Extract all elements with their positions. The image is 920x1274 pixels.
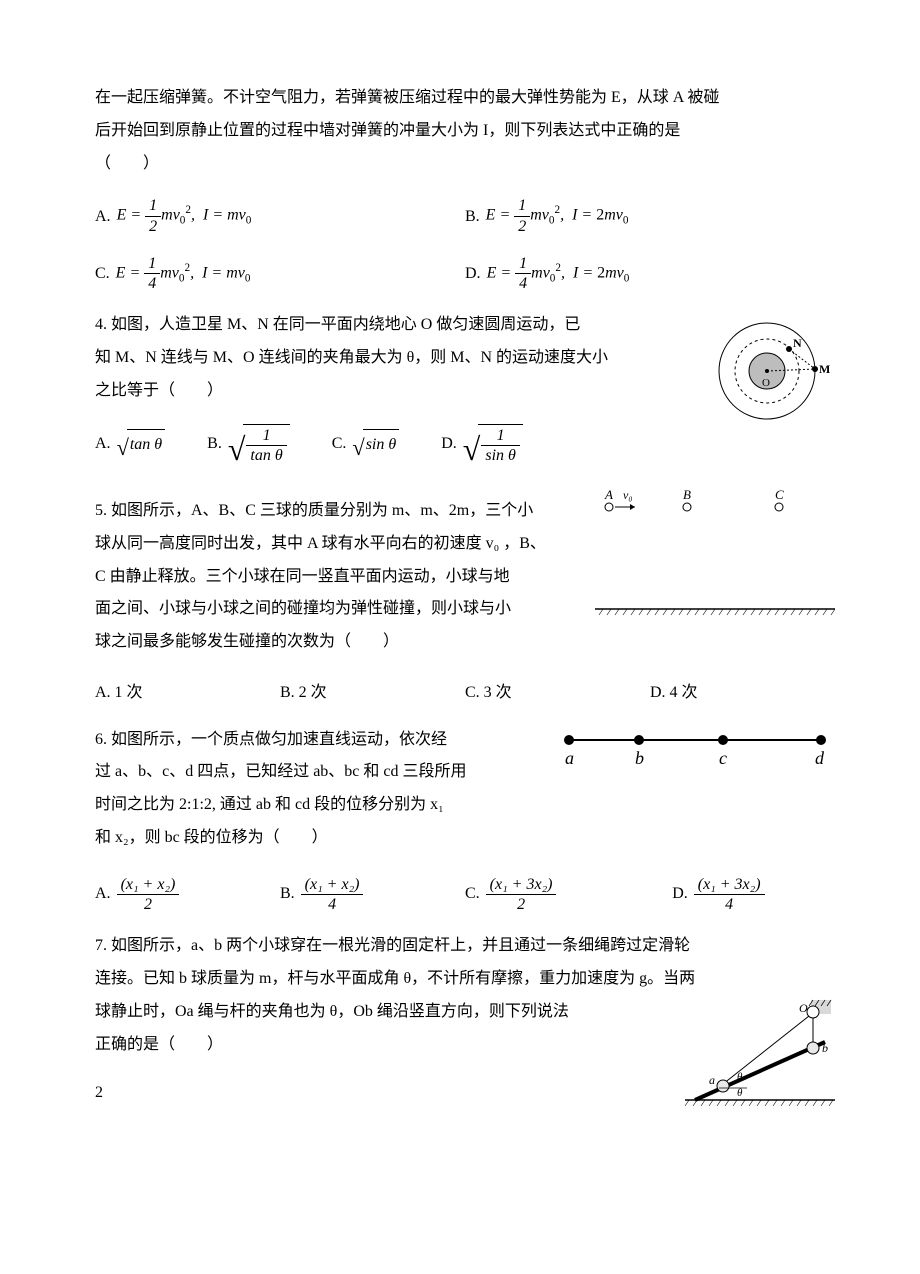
fig-N: N	[793, 336, 802, 350]
q5-optB: B. 2 次	[280, 679, 465, 708]
fig6-d: d	[815, 748, 825, 768]
q3-optC-expr: E = 14mv02, I = mv0	[116, 254, 251, 293]
q4-choices: A. √tan θ B. √1tan θ C. √sin θ D. √1sin …	[95, 424, 695, 465]
q7-stem-line1: 7. 如图所示，a、b 两个小球穿在一根光滑的固定杆上，并且通过一条细绳跨过定滑…	[95, 932, 835, 961]
fig5-C: C	[775, 487, 784, 502]
q6-optA: A. (x₁ + x₂)2	[95, 875, 280, 914]
fig5-v0: v₀	[623, 488, 633, 502]
q6-stem-line4: 和 x₂，则 bc 段的位移为（ ）	[95, 824, 835, 853]
q6-stem-line3: 时间之比为 2:1:2, 通过 ab 和 cd 段的位移分别为 x₁	[95, 791, 835, 820]
q7-stem-line2: 连接。已知 b 球质量为 m，杆与水平面成角 θ，不计所有摩擦，重力加速度为 g…	[95, 965, 835, 994]
q3-choices-row2: C. E = 14mv02, I = mv0 D. E = 14mv02, I …	[95, 254, 835, 293]
q6-optB: B. (x₁ + x₂)4	[280, 875, 465, 914]
q3-optD-expr: E = 14mv02, I = 2mv0	[487, 254, 630, 293]
fig7-b: b	[822, 1041, 828, 1055]
q6-label-D: D.	[672, 880, 688, 909]
fig6-c: c	[719, 748, 727, 768]
q5-optA: A. 1 次	[95, 679, 280, 708]
q4-label-C: C.	[332, 430, 347, 459]
q6-optC: C. (x₁ + 3x₂)2	[465, 875, 672, 914]
q3-label-A: A.	[95, 203, 111, 236]
q4-optC: C. √sin θ	[332, 424, 400, 465]
fig6-a: a	[565, 748, 574, 768]
fig5-B: B	[683, 487, 691, 502]
q4-label-B: B.	[207, 430, 222, 459]
q4-optD: D. √1sin θ	[441, 424, 523, 465]
balls-diagram-icon: A v₀ B C	[595, 483, 835, 623]
pulley-rod-icon: O b a θ θ	[685, 998, 835, 1108]
q5-choices: A. 1 次 B. 2 次 C. 3 次 D. 4 次	[95, 679, 835, 708]
fig7-O: O	[799, 1001, 808, 1015]
fig7-theta2: θ	[737, 1087, 743, 1099]
q3-choices-row1: A. E = 12mv02, I = mv0 B. E = 12mv02, I …	[95, 196, 835, 235]
q6-figure: a b c d	[555, 726, 835, 787]
fig-M: M	[819, 362, 830, 376]
q5-optD: D. 4 次	[650, 679, 835, 708]
q4-optA: A. √tan θ	[95, 424, 165, 465]
q6-label-C: C.	[465, 880, 480, 909]
q3-optA: A. E = 12mv02, I = mv0	[95, 196, 465, 235]
q6-choices: A. (x₁ + x₂)2 B. (x₁ + x₂)4 C. (x₁ + 3x₂…	[95, 875, 835, 914]
q3-optC: C. E = 14mv02, I = mv0	[95, 254, 465, 293]
fig-O: O	[762, 377, 770, 389]
q6-label-B: B.	[280, 880, 295, 909]
q7-figure: O b a θ θ	[685, 998, 835, 1119]
q4-optB: B. √1tan θ	[207, 424, 290, 465]
q3-stem-line2: 后开始回到原静止位置的过程中墙对弹簧的冲量大小为 I，则下列表达式中正确的是	[95, 117, 835, 146]
q5-optC: C. 3 次	[465, 679, 650, 708]
q3-label-B: B.	[465, 203, 480, 236]
fig6-b: b	[635, 748, 644, 768]
q4-label-D: D.	[441, 430, 457, 459]
q3-optB: B. E = 12mv02, I = 2mv0	[465, 196, 835, 235]
q4-label-A: A.	[95, 430, 111, 459]
q3-optD: D. E = 14mv02, I = 2mv0	[465, 254, 835, 293]
q3-label-D: D.	[465, 260, 481, 293]
q3-label-C: C.	[95, 260, 110, 293]
q6-optD: D. (x₁ + 3x₂)4	[672, 875, 835, 914]
q3-optB-expr: E = 12mv02, I = 2mv0	[486, 196, 629, 235]
q6-label-A: A.	[95, 880, 111, 909]
q3-stem-line3: （ ）	[95, 150, 835, 179]
q5-figure: A v₀ B C	[595, 483, 835, 634]
orbit-diagram-icon: O N M	[705, 311, 835, 431]
fig7-theta1: θ	[737, 1071, 743, 1083]
q4-figure: O N M	[705, 311, 835, 442]
line-points-icon: a b c d	[555, 726, 835, 776]
q3-optA-expr: E = 12mv02, I = mv0	[117, 196, 252, 235]
fig7-a: a	[709, 1073, 715, 1087]
fig5-A: A	[604, 487, 613, 502]
q3-stem-line1: 在一起压缩弹簧。不计空气阻力，若弹簧被压缩过程中的最大弹性势能为 E，从球 A …	[95, 84, 835, 113]
